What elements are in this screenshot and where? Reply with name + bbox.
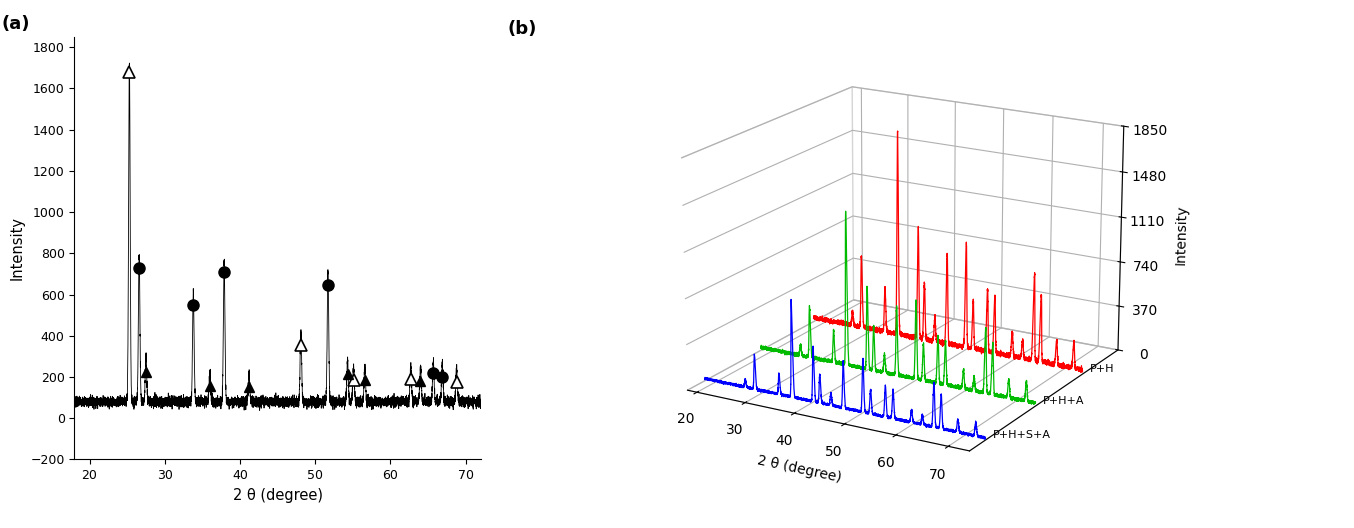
X-axis label: 2 θ (degree): 2 θ (degree)	[233, 488, 322, 503]
Y-axis label: Intensity: Intensity	[9, 216, 24, 280]
X-axis label: 2 θ (degree): 2 θ (degree)	[756, 453, 842, 485]
Text: (a): (a)	[1, 14, 30, 33]
Text: (b): (b)	[508, 20, 538, 39]
